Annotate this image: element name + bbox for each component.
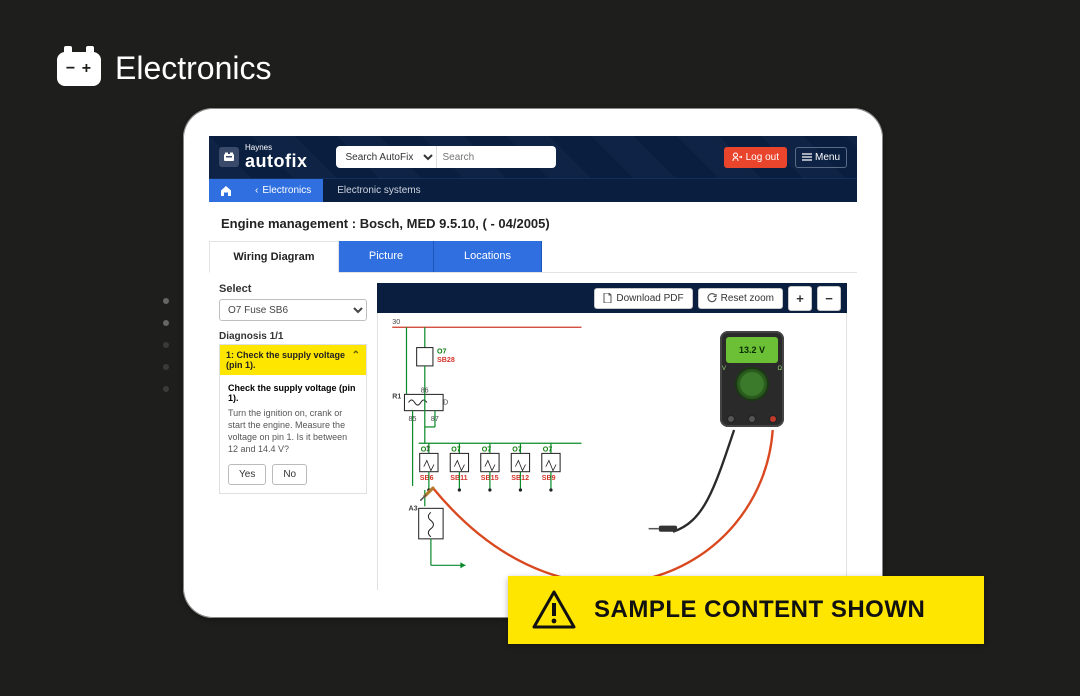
download-label: Download PDF: [616, 293, 683, 304]
dot: [163, 298, 169, 304]
accordion-header-text: 1: Check the supply voltage (pin 1).: [226, 350, 348, 370]
yes-button[interactable]: Yes: [228, 464, 266, 485]
banner-text: SAMPLE CONTENT SHOWN: [594, 596, 925, 624]
logout-icon: [732, 152, 742, 162]
diagram-panel: Download PDF Reset zoom + − 30O7SB28R186…: [377, 283, 847, 590]
warning-icon: [532, 590, 576, 630]
dot: [163, 386, 169, 392]
reset-icon: [707, 293, 717, 303]
meter-ohm-label: Ω: [778, 366, 783, 372]
logo-icon: [219, 147, 239, 167]
menu-button[interactable]: Menu: [795, 147, 847, 168]
svg-text:1: 1: [426, 444, 430, 452]
diagnosis-accordion: 1: Check the supply voltage (pin 1). ⌃ C…: [219, 344, 367, 494]
category-header: − + Electronics: [57, 50, 272, 87]
reset-zoom-button[interactable]: Reset zoom: [698, 288, 783, 309]
breadcrumb: ‹ Electronics Electronic systems: [209, 178, 857, 202]
chevron-left-icon: ‹: [255, 185, 258, 196]
tab-bar: Wiring Diagram Picture Locations: [209, 241, 857, 273]
select-label: Select: [219, 283, 367, 295]
svg-text:R1: R1: [392, 392, 401, 400]
jack-aux: [748, 415, 756, 423]
accordion-header[interactable]: 1: Check the supply voltage (pin 1). ⌃: [220, 345, 366, 375]
breadcrumb-back-label: Electronics: [262, 185, 311, 196]
zoom-out-button[interactable]: −: [817, 286, 841, 311]
search-input[interactable]: [436, 146, 556, 168]
home-icon: [220, 185, 232, 197]
zoom-in-button[interactable]: +: [788, 286, 812, 311]
sample-banner: SAMPLE CONTENT SHOWN: [508, 576, 984, 644]
search-scope-select[interactable]: Search AutoFix: [336, 146, 436, 168]
svg-text:SB6: SB6: [420, 474, 434, 482]
tablet-frame: Haynes autofix Search AutoFix Log out Me…: [183, 108, 883, 618]
svg-text:D: D: [443, 399, 448, 407]
breadcrumb-back[interactable]: ‹ Electronics: [243, 179, 323, 202]
component-select[interactable]: O7 Fuse SB6: [219, 299, 367, 321]
logout-label: Log out: [746, 152, 779, 163]
search-group: Search AutoFix: [336, 146, 556, 168]
diagnosis-title: Diagnosis 1/1: [219, 331, 367, 342]
dot: [163, 320, 169, 326]
multimeter-reading: 13.2 V: [726, 337, 778, 363]
svg-text:SB28: SB28: [437, 356, 455, 364]
menu-icon: [802, 153, 812, 161]
jack-com: [727, 415, 735, 423]
svg-text:O7: O7: [451, 445, 461, 453]
menu-label: Menu: [815, 152, 840, 163]
svg-text:O7: O7: [543, 445, 553, 453]
page-title: Engine management : Bosch, MED 9.5.10, (…: [209, 202, 857, 241]
no-button[interactable]: No: [272, 464, 307, 485]
svg-text:30: 30: [392, 318, 400, 326]
download-icon: [603, 293, 612, 303]
reset-label: Reset zoom: [721, 293, 774, 304]
main-content: Select O7 Fuse SB6 Diagnosis 1/1 1: Chec…: [209, 273, 857, 590]
svg-text:86: 86: [421, 386, 429, 394]
svg-text:SB9: SB9: [542, 474, 556, 482]
breadcrumb-home[interactable]: [209, 179, 243, 202]
multimeter: 13.2 V V Ω: [720, 331, 784, 427]
svg-text:A3: A3: [409, 504, 418, 512]
chevron-up-icon: ⌃: [352, 350, 360, 361]
diagnosis-question: Check the supply voltage (pin 1).: [228, 383, 358, 403]
svg-text:O7: O7: [512, 445, 522, 453]
logout-button[interactable]: Log out: [724, 147, 787, 168]
accordion-body: Check the supply voltage (pin 1). Turn t…: [220, 375, 366, 493]
jack-v: [769, 415, 777, 423]
left-panel: Select O7 Fuse SB6 Diagnosis 1/1 1: Chec…: [219, 283, 367, 590]
tab-picture[interactable]: Picture: [339, 241, 434, 272]
dot: [163, 364, 169, 370]
wiring-diagram[interactable]: 30O7SB28R186D8587O7SB6O7SB11O7SB15O7SB12…: [377, 313, 847, 590]
battery-icon-glyph: − +: [66, 60, 92, 78]
multimeter-dial: [735, 367, 769, 401]
category-label: Electronics: [115, 50, 272, 87]
svg-text:O7: O7: [482, 445, 492, 453]
battery-icon: − +: [57, 52, 101, 86]
app-header: Haynes autofix Search AutoFix Log out Me…: [209, 136, 857, 178]
dot: [163, 342, 169, 348]
app-logo[interactable]: Haynes autofix: [219, 144, 308, 171]
app-screen: Haynes autofix Search AutoFix Log out Me…: [209, 136, 857, 590]
progress-dots: [163, 298, 169, 392]
diagnosis-text: Turn the ignition on, crank or start the…: [228, 407, 358, 456]
download-pdf-button[interactable]: Download PDF: [594, 288, 692, 309]
svg-text:O7: O7: [437, 348, 447, 356]
brand-big: autofix: [245, 151, 308, 171]
tab-locations[interactable]: Locations: [434, 241, 542, 272]
meter-v-label: V: [722, 366, 726, 372]
breadcrumb-current: Electronic systems: [323, 179, 434, 202]
tab-wiring-diagram[interactable]: Wiring Diagram: [209, 241, 339, 273]
diagram-toolbar: Download PDF Reset zoom + −: [377, 283, 847, 313]
